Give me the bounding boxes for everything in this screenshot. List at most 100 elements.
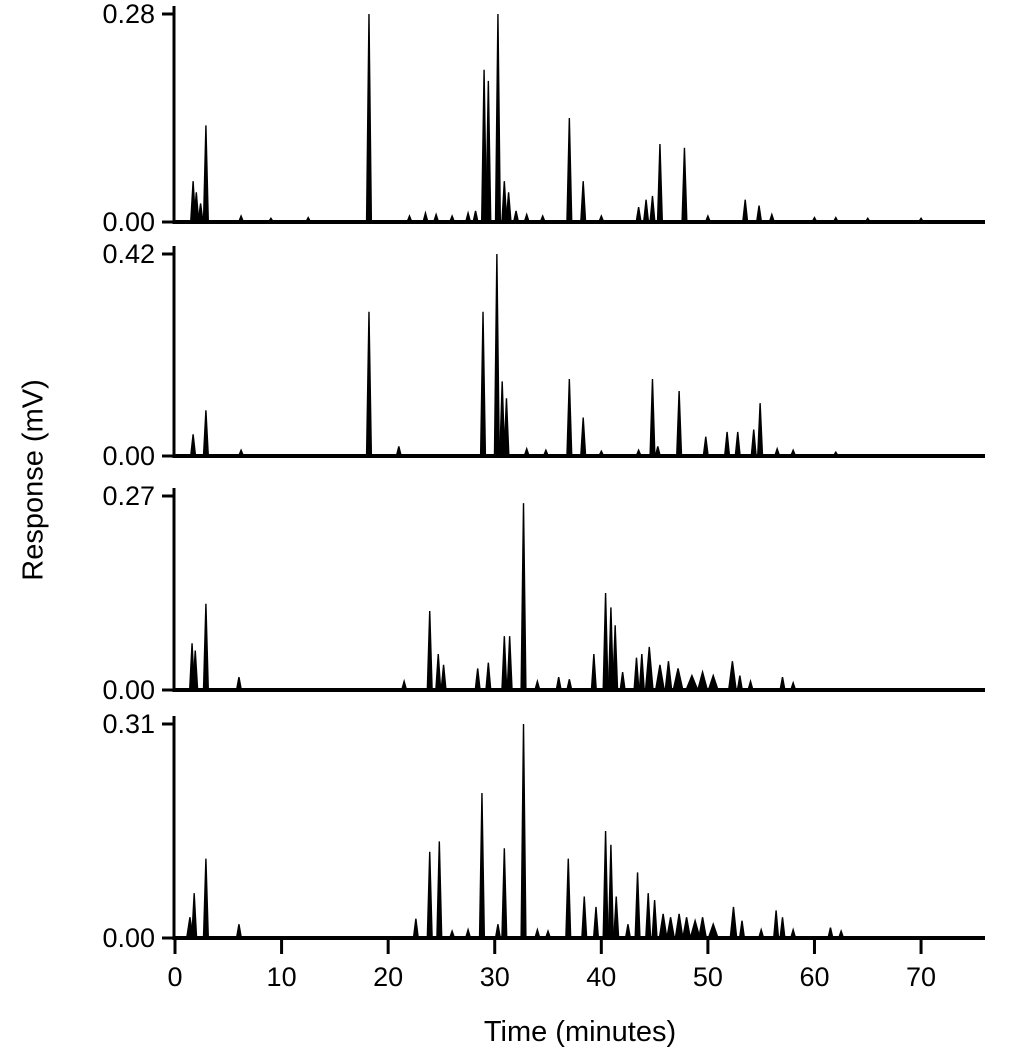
peak: [493, 253, 500, 457]
y-tick-label: 0.42: [102, 239, 155, 269]
peak: [485, 662, 492, 691]
peak: [612, 625, 619, 691]
peak: [566, 117, 573, 223]
peak: [689, 918, 701, 939]
peak: [506, 636, 513, 691]
peak: [235, 924, 243, 939]
x-axis: 0 10 20 30 40 50 60 70: [167, 940, 936, 992]
x-tick-label: 60: [799, 962, 829, 992]
peak: [566, 379, 573, 457]
peak: [602, 830, 609, 939]
peak: [426, 851, 433, 939]
peak: [654, 664, 666, 691]
peak: [734, 431, 741, 457]
peak: [681, 147, 688, 223]
peak: [756, 403, 764, 457]
peak: [435, 654, 442, 691]
peak: [412, 918, 420, 939]
x-tick-label: 10: [267, 962, 297, 992]
peak: [633, 657, 640, 691]
x-axis-title: Time (minutes): [483, 1016, 677, 1048]
peak: [723, 431, 731, 457]
peak: [202, 410, 210, 457]
peak: [189, 434, 197, 457]
peak: [658, 913, 668, 939]
peak: [520, 503, 527, 691]
peak: [202, 603, 210, 691]
peak: [474, 668, 481, 691]
peak: [501, 848, 508, 939]
panel-4: 0.00 0.31: [102, 709, 985, 953]
peak: [736, 675, 744, 691]
peak: [624, 924, 632, 939]
y-tick-label: 0.27: [102, 481, 155, 511]
peak: [581, 896, 588, 939]
peak: [192, 650, 199, 691]
peak: [607, 844, 615, 939]
peak: [365, 311, 373, 457]
peak: [666, 917, 676, 939]
peak: [685, 673, 699, 691]
peak: [634, 872, 641, 939]
peak: [635, 207, 642, 223]
y-tick-label: 0.00: [102, 923, 155, 953]
peak: [501, 636, 508, 691]
peak: [565, 858, 572, 939]
peak: [738, 920, 746, 939]
panel-1: 0.00 0.28: [102, 0, 985, 237]
peak: [478, 793, 486, 939]
x-tick-label: 50: [693, 962, 723, 992]
peak: [697, 917, 708, 939]
x-tick-label: 40: [586, 962, 616, 992]
y-tick-label: 0.28: [102, 0, 155, 29]
y-tick-label: 0.00: [102, 207, 155, 237]
peak: [750, 429, 757, 457]
peak: [649, 379, 656, 457]
peak: [672, 668, 684, 691]
panel-3: 0.00 0.27: [102, 481, 985, 705]
peak: [727, 661, 737, 691]
peak: [602, 592, 609, 691]
peak: [505, 192, 512, 223]
y-tick-label: 0.00: [102, 675, 155, 705]
peak: [436, 841, 443, 939]
peak: [613, 896, 620, 939]
peak: [479, 311, 487, 457]
peak: [426, 610, 433, 691]
peak: [619, 671, 626, 691]
peak: [440, 664, 447, 691]
peak: [675, 391, 683, 457]
x-tick-label: 0: [167, 962, 182, 992]
peak: [590, 654, 598, 691]
peak: [772, 910, 780, 939]
x-tick-label: 30: [480, 962, 510, 992]
x-tick-label: 20: [373, 962, 403, 992]
peak: [682, 917, 692, 939]
peak: [707, 673, 719, 691]
peak: [755, 205, 763, 223]
panel-2: 0.00 0.42: [102, 239, 985, 471]
peak: [742, 199, 749, 223]
peak: [644, 646, 654, 691]
peak: [197, 203, 204, 223]
peak: [592, 906, 600, 939]
peak: [202, 125, 210, 223]
y-tick-label: 0.00: [102, 441, 155, 471]
peak: [651, 899, 658, 939]
peak: [674, 913, 684, 939]
y-tick-label: 0.31: [102, 709, 155, 739]
peak: [729, 906, 738, 939]
peak: [642, 199, 650, 223]
peak: [580, 417, 587, 457]
peak: [707, 922, 720, 939]
peak: [365, 13, 373, 223]
peak: [503, 398, 510, 457]
peak: [520, 723, 527, 939]
peak: [696, 669, 709, 691]
peak: [202, 858, 210, 939]
peak: [645, 893, 652, 939]
peak: [638, 654, 645, 691]
peak: [580, 181, 587, 223]
